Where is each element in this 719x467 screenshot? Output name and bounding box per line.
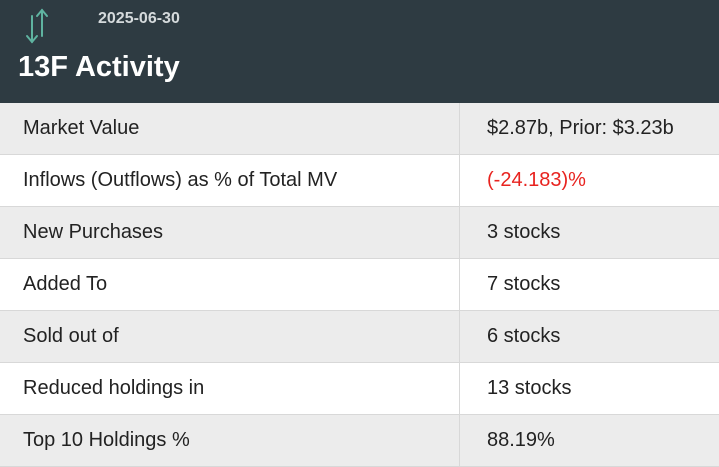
row-value: 6 stocks: [459, 310, 719, 363]
table-row: Market Value $2.87b, Prior: $3.23b: [0, 103, 719, 155]
row-value: 7 stocks: [459, 258, 719, 311]
row-value: 13 stocks: [459, 362, 719, 415]
row-value: $2.87b, Prior: $3.23b: [459, 103, 719, 155]
row-value: (-24.183)%: [459, 154, 719, 207]
header: 2025-06-30 13F Activity: [0, 0, 719, 103]
row-label: Top 10 Holdings %: [0, 414, 460, 467]
row-label: New Purchases: [0, 206, 460, 259]
table-row: Sold out of 6 stocks: [0, 310, 719, 363]
row-value: 88.19%: [459, 414, 719, 467]
table-row: Top 10 Holdings % 88.19%: [0, 414, 719, 467]
activity-icon: [26, 8, 48, 44]
table-row: Inflows (Outflows) as % of Total MV (-24.…: [0, 154, 719, 207]
table-row: Reduced holdings in 13 stocks: [0, 362, 719, 415]
page-title: 13F Activity: [18, 51, 180, 83]
row-label: Sold out of: [0, 310, 460, 363]
table-row: Added To 7 stocks: [0, 258, 719, 311]
row-label: Reduced holdings in: [0, 362, 460, 415]
activity-table: Market Value $2.87b, Prior: $3.23b Inflows…: [0, 103, 719, 467]
row-value: 3 stocks: [459, 206, 719, 259]
table-row: New Purchases 3 stocks: [0, 206, 719, 259]
row-label: Inflows (Outflows) as % of Total MV: [0, 154, 460, 207]
report-date: 2025-06-30: [98, 10, 180, 27]
row-label: Market Value: [0, 103, 460, 155]
row-label: Added To: [0, 258, 460, 311]
